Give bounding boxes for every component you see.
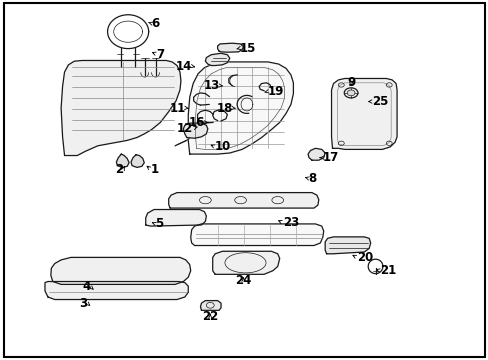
Text: 17: 17 bbox=[322, 151, 338, 164]
Ellipse shape bbox=[346, 90, 354, 96]
Text: 10: 10 bbox=[215, 140, 231, 153]
Text: 23: 23 bbox=[282, 216, 298, 229]
Polygon shape bbox=[190, 224, 323, 246]
Polygon shape bbox=[331, 78, 396, 149]
Polygon shape bbox=[145, 210, 206, 226]
Text: 15: 15 bbox=[239, 42, 255, 55]
Text: 6: 6 bbox=[151, 17, 160, 30]
Text: 20: 20 bbox=[356, 251, 372, 264]
Text: 2: 2 bbox=[115, 163, 123, 176]
Polygon shape bbox=[51, 257, 190, 284]
Text: 11: 11 bbox=[169, 102, 185, 114]
Text: 3: 3 bbox=[79, 297, 87, 310]
Polygon shape bbox=[212, 251, 279, 274]
Text: 21: 21 bbox=[380, 264, 396, 277]
Text: 1: 1 bbox=[150, 163, 159, 176]
Polygon shape bbox=[131, 155, 144, 167]
Text: 5: 5 bbox=[155, 217, 163, 230]
Text: 16: 16 bbox=[189, 116, 205, 129]
Polygon shape bbox=[116, 154, 129, 167]
Text: 22: 22 bbox=[202, 310, 218, 323]
Text: 7: 7 bbox=[156, 48, 164, 60]
Text: 19: 19 bbox=[267, 85, 284, 98]
Polygon shape bbox=[45, 282, 188, 300]
Polygon shape bbox=[307, 148, 325, 160]
Polygon shape bbox=[200, 301, 221, 310]
Polygon shape bbox=[61, 60, 181, 156]
Text: 12: 12 bbox=[177, 122, 193, 135]
Text: 24: 24 bbox=[235, 274, 251, 287]
Text: 4: 4 bbox=[82, 280, 90, 293]
Polygon shape bbox=[205, 53, 229, 66]
Polygon shape bbox=[168, 193, 318, 208]
Text: 25: 25 bbox=[372, 95, 388, 108]
Polygon shape bbox=[325, 237, 370, 254]
Text: 8: 8 bbox=[307, 172, 316, 185]
Text: 18: 18 bbox=[216, 102, 232, 114]
Text: 13: 13 bbox=[203, 79, 220, 92]
Polygon shape bbox=[183, 123, 207, 138]
Text: 9: 9 bbox=[346, 76, 354, 89]
Polygon shape bbox=[217, 43, 243, 52]
Polygon shape bbox=[188, 62, 293, 154]
Text: 14: 14 bbox=[175, 60, 191, 73]
